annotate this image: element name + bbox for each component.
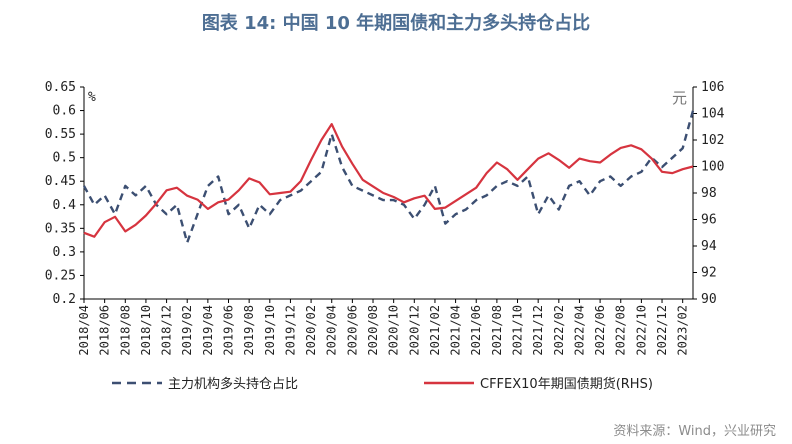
x-tick-label: 2021/08 [490,305,504,356]
axes: 0.65 0.6 0.55 0.5 0.45 0.4 0.35 0.3 0.25 0.2 106 10… [45,80,725,356]
legend-label-1: 主力机构多头持仓占比 [168,376,298,392]
series-line-2 [83,122,694,238]
x-tick-label: 2019/04 [201,305,215,356]
x-tick-label: 2022/08 [614,305,628,356]
x-tick-label: 2021/10 [511,305,525,356]
left-tick-label: 0.45 [45,174,76,189]
x-tick-label: 2022/02 [552,305,566,356]
right-tick-label: 96 [701,213,717,228]
left-tick-label: 0.3 [53,245,76,260]
x-tick-label: 2018/06 [98,305,112,356]
x-tick-label: 2019/12 [283,305,297,356]
left-tick-label: 0.4 [53,198,77,213]
x-tick-label: 2019/08 [242,305,256,356]
series-line-1 [82,110,695,244]
left-tick-label: 0.35 [45,221,76,236]
x-tick-label: 2020/02 [304,305,318,356]
legend-label-2: CFFEX10年期国债期货(RHS) [480,376,653,392]
right-tick-label: 94 [701,239,717,254]
right-tick-label: 102 [701,133,724,148]
x-tick-label: 2021/06 [469,305,483,356]
x-tick-label: 2019/10 [263,305,277,356]
x-tick-label: 2021/02 [428,305,442,356]
x-tick-label: 2020/12 [407,305,421,356]
left-tick-label: 0.2 [53,292,76,307]
right-tick-label: 100 [701,160,724,175]
x-tick-label: 2022/12 [655,305,669,356]
left-tick-label: 0.5 [53,151,76,166]
source-note: 资料来源：Wind，兴业研究 [613,424,776,439]
left-unit-label: % [88,90,96,105]
left-tick-label: 0.6 [53,104,76,119]
x-tick-label: 2020/04 [325,305,339,356]
left-tick-label: 0.25 [45,268,76,283]
x-tick-label: 2021/04 [449,305,463,356]
x-tick-label: 2021/12 [531,305,545,356]
x-tick-label: 2018/04 [77,305,91,356]
x-tick-label: 2020/08 [366,305,380,356]
x-tick-label: 2019/06 [222,305,236,356]
left-tick-label: 0.65 [45,80,76,95]
x-tick-label: 2019/02 [180,305,194,356]
x-tick-label: 2022/06 [593,305,607,356]
x-tick-label: 2020/10 [387,305,401,356]
legend: 主力机构多头持仓占比 CFFEX10年期国债期货(RHS) [112,376,653,392]
left-tick-label: 0.55 [45,127,76,142]
x-tick-label: 2018/08 [118,305,132,356]
x-tick-label: 2022/04 [572,305,586,356]
right-tick-label: 104 [701,107,725,122]
x-tick-label: 2020/06 [345,305,359,356]
right-tick-label: 92 [701,266,717,281]
right-tick-label: 106 [701,80,724,95]
x-tick-label: 2018/12 [160,305,174,356]
x-tick-label: 2023/02 [676,305,690,356]
x-tick-label: 2018/10 [139,305,153,356]
right-unit-label: 元 [672,89,687,107]
right-tick-label: 90 [701,292,717,307]
chart-title: 图表 14: 中国 10 年期国债和主力多头持仓占比 [201,13,591,34]
x-tick-label: 2022/10 [634,305,648,356]
series-layer [82,110,695,244]
right-tick-label: 98 [701,186,717,201]
